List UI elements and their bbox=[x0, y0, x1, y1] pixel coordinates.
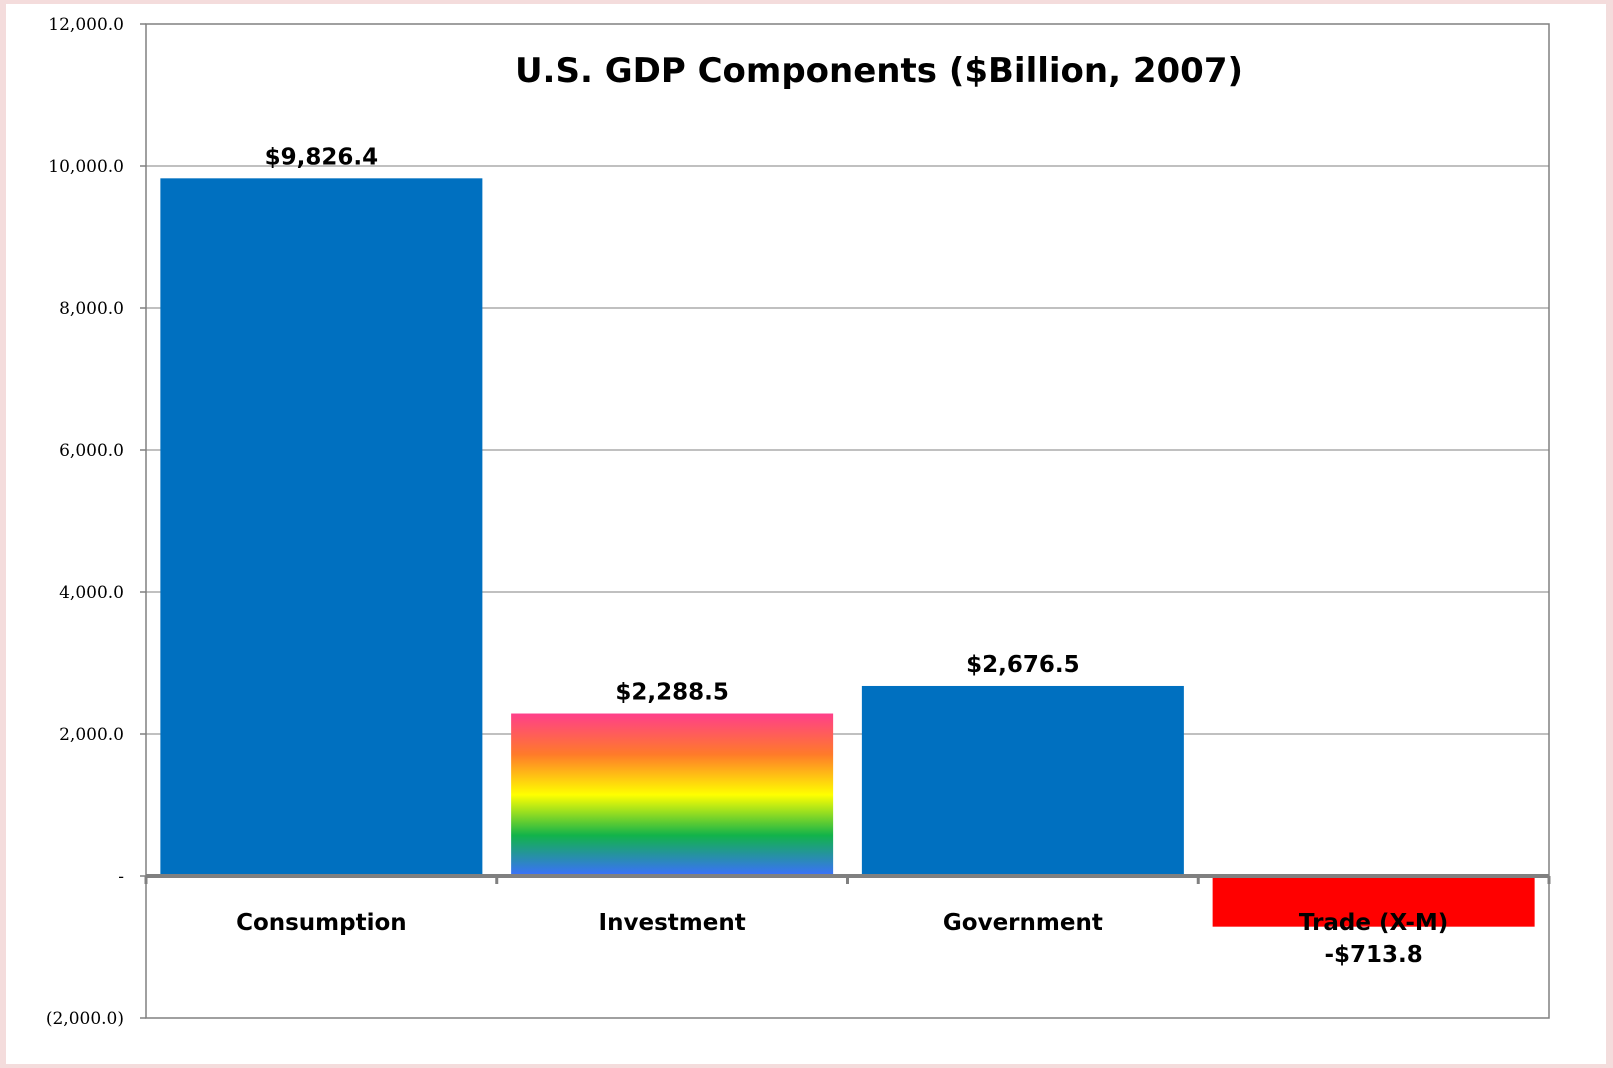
x-category-label: Government bbox=[943, 910, 1103, 936]
bar-government bbox=[861, 685, 1184, 876]
chart-title: U.S. GDP Components ($Billion, 2007) bbox=[515, 51, 1243, 91]
bar-consumption bbox=[160, 178, 483, 876]
y-tick-label: 10,000.0 bbox=[48, 157, 124, 177]
y-tick-label: 8,000.0 bbox=[59, 299, 124, 319]
y-tick-label: - bbox=[118, 867, 124, 887]
y-tick-label: 4,000.0 bbox=[59, 583, 124, 603]
bar-chart: 12,000.0 10,000.0 8,000.0 6,000.0 4,000.0 2,0… bbox=[46, 15, 1551, 1029]
bar-investment bbox=[511, 713, 834, 876]
bar-trade-x-m bbox=[1212, 876, 1535, 927]
data-label: -$713.8 bbox=[1324, 942, 1422, 968]
data-label: $2,676.5 bbox=[966, 652, 1080, 678]
data-label: $9,826.4 bbox=[265, 144, 379, 170]
x-category-label: Consumption bbox=[236, 910, 407, 936]
data-label: $2,288.5 bbox=[615, 680, 729, 706]
chart-panel: 12,000.0 10,000.0 8,000.0 6,000.0 4,000.0 2,0… bbox=[6, 4, 1606, 1064]
y-tick-label: 6,000.0 bbox=[59, 441, 124, 461]
y-tick-label: (2,000.0) bbox=[46, 1009, 124, 1029]
y-tick-label: 2,000.0 bbox=[59, 725, 124, 745]
x-category-label: Investment bbox=[599, 910, 746, 936]
x-category-label: Trade (X-M) bbox=[1299, 910, 1448, 936]
y-tick-label: 12,000.0 bbox=[48, 15, 124, 35]
